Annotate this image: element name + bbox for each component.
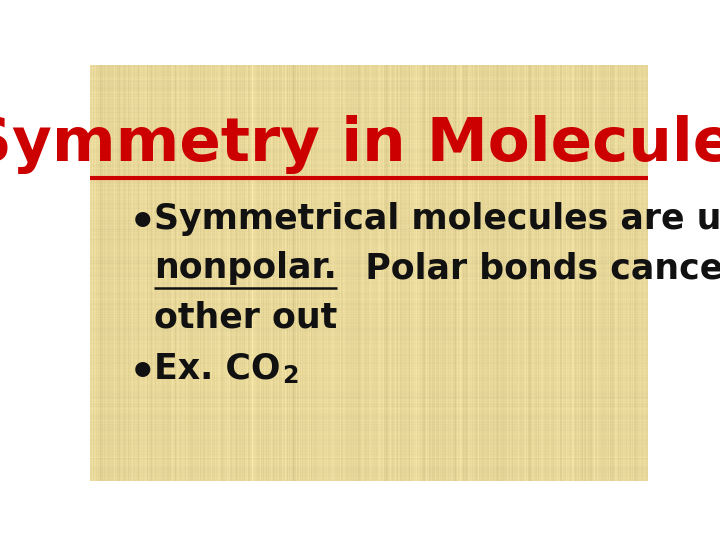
Text: Polar bonds cancel each: Polar bonds cancel each: [341, 251, 720, 285]
Text: other out: other out: [154, 300, 338, 334]
Text: 2: 2: [282, 364, 299, 388]
Text: •: •: [129, 352, 157, 394]
Text: Symmetry in Molecules: Symmetry in Molecules: [0, 114, 720, 174]
Text: Symmetrical molecules are usually: Symmetrical molecules are usually: [154, 202, 720, 236]
Text: •: •: [129, 202, 157, 244]
Text: Ex. CO: Ex. CO: [154, 352, 281, 386]
Text: nonpolar.: nonpolar.: [154, 251, 337, 285]
